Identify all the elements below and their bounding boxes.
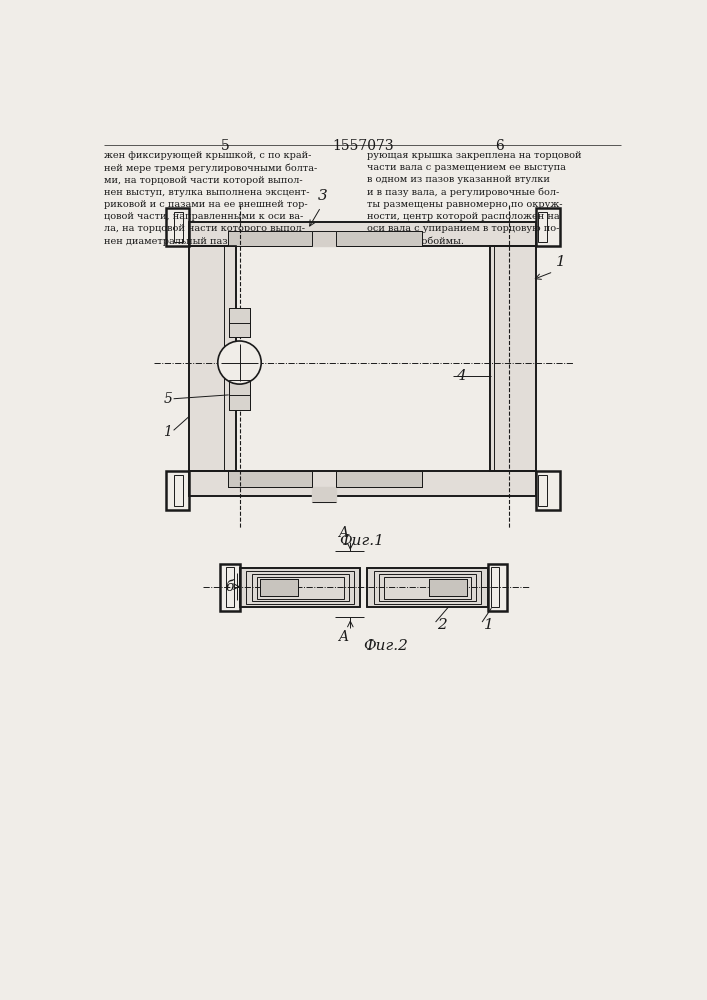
Bar [174, 475, 183, 506]
Bar [228, 471, 312, 487]
Bar [240, 568, 361, 607]
Bar [490, 246, 537, 471]
Bar [189, 471, 537, 496]
Bar [228, 231, 312, 246]
Bar [368, 568, 488, 607]
Bar [228, 471, 312, 487]
Bar [368, 568, 488, 607]
Text: A: A [337, 526, 348, 540]
Bar [166, 208, 189, 246]
Polygon shape [312, 487, 337, 502]
Text: рующая крышка закреплена на торцовой
части вала с размещением ее выступа
в одном: рующая крышка закреплена на торцовой час… [368, 151, 582, 246]
Text: A: A [337, 630, 348, 644]
Bar [379, 574, 476, 601]
Bar [537, 208, 559, 246]
Bar [337, 471, 421, 487]
Text: 4: 4 [457, 369, 466, 383]
Bar [337, 231, 421, 246]
Bar [337, 231, 421, 246]
Text: Фиг.2: Фиг.2 [363, 639, 408, 653]
Text: Фиг.1: Фиг.1 [339, 534, 385, 548]
Bar [488, 564, 507, 611]
Bar [189, 222, 537, 246]
Text: б: б [226, 580, 234, 594]
Bar [490, 246, 537, 471]
Bar [337, 471, 421, 487]
Bar [247, 571, 354, 604]
Bar [373, 571, 481, 604]
Bar [189, 222, 537, 246]
Bar [538, 212, 547, 242]
Text: 5: 5 [221, 139, 230, 153]
Text: 1: 1 [163, 425, 172, 439]
Bar [537, 471, 559, 510]
Text: 5: 5 [163, 392, 172, 406]
Bar [257, 577, 344, 599]
Bar [491, 567, 499, 607]
Bar [252, 574, 349, 601]
Bar [189, 246, 235, 471]
Text: б: б [266, 580, 274, 593]
Text: 1: 1 [484, 618, 493, 632]
Text: 1: 1 [556, 255, 566, 269]
Bar [228, 231, 312, 246]
Bar [538, 475, 547, 506]
Bar [228, 308, 250, 337]
Bar [228, 308, 250, 337]
Bar [228, 380, 250, 410]
Bar [228, 380, 250, 410]
Polygon shape [312, 231, 337, 246]
Text: жен фиксирующей крышкой, с по край-
ней мере тремя регулировочными болта-
ми, на: жен фиксирующей крышкой, с по край- ней … [104, 151, 317, 246]
Bar [174, 212, 183, 242]
Bar [166, 471, 189, 510]
Bar [384, 577, 472, 599]
Text: 1557073: 1557073 [332, 139, 394, 153]
Bar [189, 246, 235, 471]
Bar [429, 579, 467, 596]
Text: 6: 6 [495, 139, 503, 153]
Bar [429, 579, 467, 596]
Text: 2: 2 [437, 618, 447, 632]
Bar [226, 567, 234, 607]
Bar [260, 579, 298, 596]
Bar [220, 564, 240, 611]
Bar [240, 568, 361, 607]
Circle shape [218, 341, 261, 384]
Bar [189, 471, 537, 496]
Bar [260, 579, 298, 596]
Text: 3: 3 [317, 189, 327, 203]
